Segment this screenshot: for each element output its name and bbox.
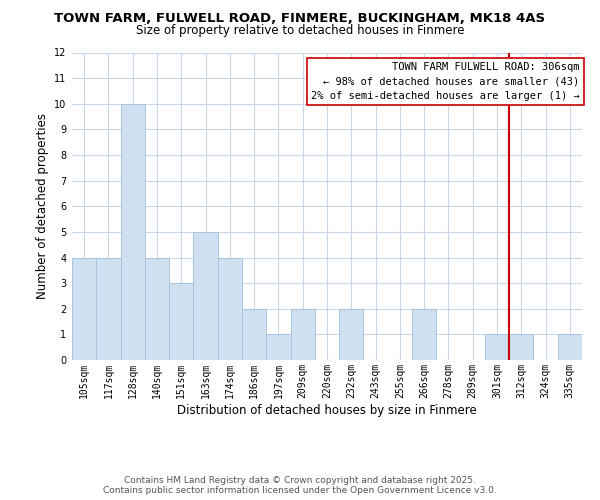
Bar xyxy=(339,308,364,360)
Bar xyxy=(412,308,436,360)
Bar xyxy=(96,258,121,360)
Bar xyxy=(266,334,290,360)
Bar xyxy=(72,258,96,360)
Text: Size of property relative to detached houses in Finmere: Size of property relative to detached ho… xyxy=(136,24,464,37)
Bar xyxy=(218,258,242,360)
X-axis label: Distribution of detached houses by size in Finmere: Distribution of detached houses by size … xyxy=(177,404,477,416)
Bar xyxy=(485,334,509,360)
Bar xyxy=(509,334,533,360)
Text: TOWN FARM FULWELL ROAD: 306sqm
← 98% of detached houses are smaller (43)
2% of s: TOWN FARM FULWELL ROAD: 306sqm ← 98% of … xyxy=(311,62,580,102)
Text: Contains HM Land Registry data © Crown copyright and database right 2025.
Contai: Contains HM Land Registry data © Crown c… xyxy=(103,476,497,495)
Y-axis label: Number of detached properties: Number of detached properties xyxy=(35,114,49,299)
Bar xyxy=(145,258,169,360)
Bar xyxy=(558,334,582,360)
Bar xyxy=(193,232,218,360)
Bar xyxy=(242,308,266,360)
Bar xyxy=(169,283,193,360)
Bar xyxy=(121,104,145,360)
Text: TOWN FARM, FULWELL ROAD, FINMERE, BUCKINGHAM, MK18 4AS: TOWN FARM, FULWELL ROAD, FINMERE, BUCKIN… xyxy=(55,12,545,26)
Bar xyxy=(290,308,315,360)
